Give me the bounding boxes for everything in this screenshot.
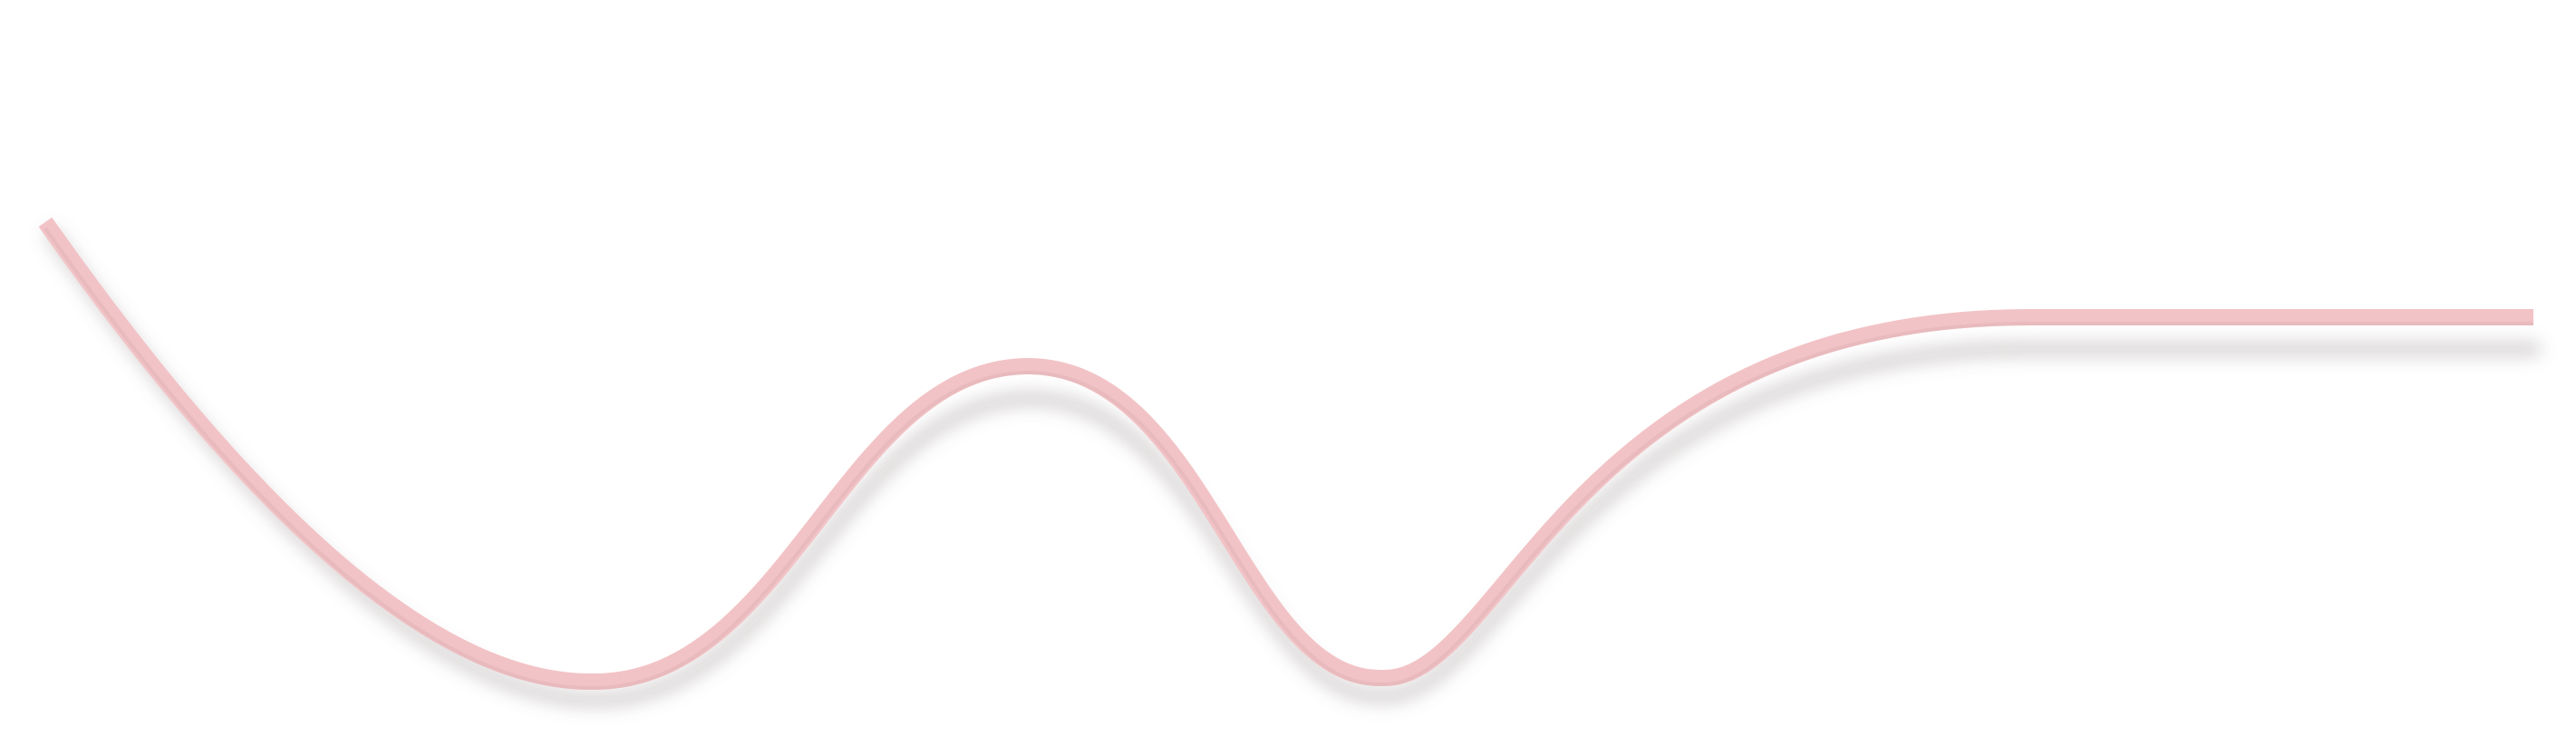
wave-line [38,217,2533,691]
wave-shadow [44,228,2542,709]
ruled-lines [682,1,2465,538]
wave-line-edge [44,227,2533,691]
